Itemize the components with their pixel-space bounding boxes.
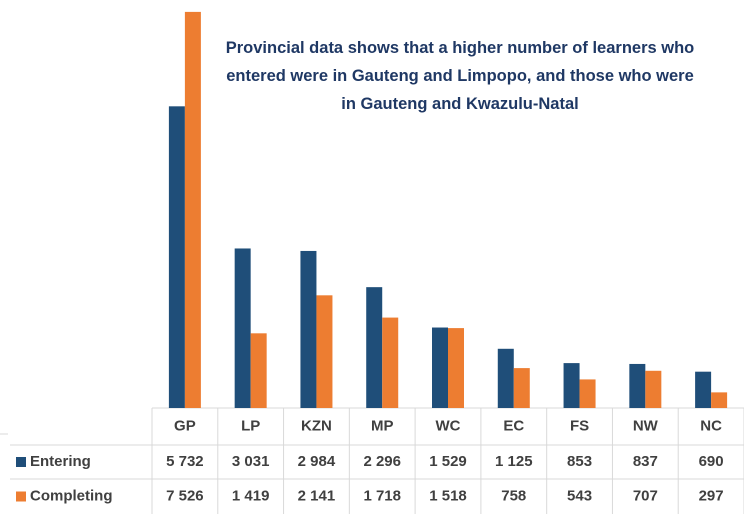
bar xyxy=(184,11,201,408)
x-tick-label: WC xyxy=(436,417,461,434)
table-value: 543 xyxy=(567,487,592,504)
table-value: 758 xyxy=(501,487,526,504)
table-value: 1 419 xyxy=(232,487,270,504)
bar xyxy=(645,370,662,408)
x-tick-label: KZN xyxy=(301,417,332,434)
x-tick-label: FS xyxy=(570,417,589,434)
table-value: 853 xyxy=(567,453,592,470)
annotation: Provincial data shows that a higher numb… xyxy=(225,39,695,113)
bar xyxy=(316,295,333,408)
bar xyxy=(711,392,728,408)
x-tick-label: NC xyxy=(700,417,722,434)
table-value: 2 141 xyxy=(298,487,336,504)
legend-swatch xyxy=(16,457,26,467)
table-value: 837 xyxy=(633,453,658,470)
table-value: 7 526 xyxy=(166,487,204,504)
x-tick-label: EC xyxy=(503,417,524,434)
bar xyxy=(579,379,596,408)
legend-label: Entering xyxy=(30,453,91,470)
table-value: 5 732 xyxy=(166,453,204,470)
table-value: 3 031 xyxy=(232,453,270,470)
bar xyxy=(382,317,399,408)
x-tick-label: GP xyxy=(174,417,196,434)
table-value: 297 xyxy=(699,487,724,504)
legend-swatch xyxy=(16,491,26,502)
bar xyxy=(432,327,448,408)
bar xyxy=(448,328,464,408)
table-value: 1 529 xyxy=(429,453,467,470)
table-value: 1 518 xyxy=(429,487,467,504)
bar xyxy=(300,250,317,408)
table-value: 2 984 xyxy=(298,453,336,470)
x-tick-label: LP xyxy=(241,417,260,434)
table-value: 707 xyxy=(633,487,658,504)
bar xyxy=(629,363,646,408)
x-tick-label: MP xyxy=(371,417,394,434)
x-tick-label: NW xyxy=(633,417,659,434)
bar xyxy=(563,363,580,408)
table-value: 1 718 xyxy=(363,487,401,504)
bar xyxy=(250,333,267,408)
legend-label: Completing xyxy=(30,487,113,504)
bar xyxy=(366,287,383,408)
table-value: 2 296 xyxy=(363,453,401,470)
bar xyxy=(168,106,185,408)
bar xyxy=(234,248,251,408)
bar xyxy=(695,371,712,408)
bar xyxy=(497,348,514,408)
table-value: 1 125 xyxy=(495,453,533,470)
table-value: 690 xyxy=(699,453,724,470)
bar xyxy=(513,368,530,408)
